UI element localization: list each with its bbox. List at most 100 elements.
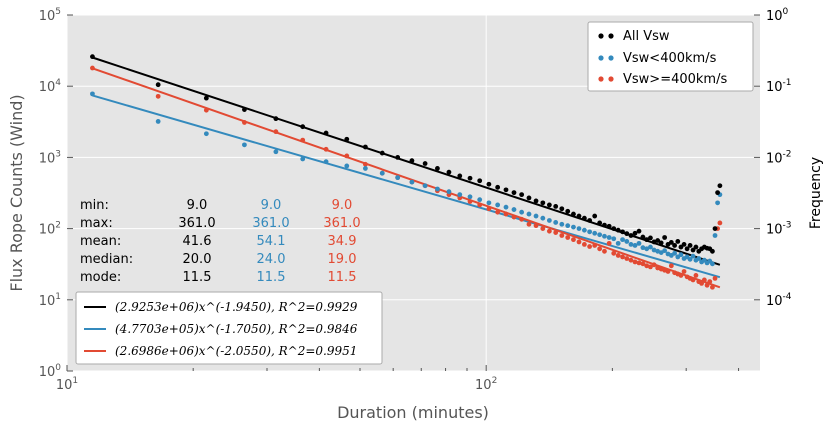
point-all [597, 220, 603, 226]
point-all [395, 155, 401, 160]
point-all [690, 247, 696, 253]
point-all [511, 190, 517, 196]
point-all [379, 150, 385, 156]
point-high [717, 220, 723, 226]
point-low [712, 233, 718, 238]
point-high [581, 241, 587, 247]
point-low [300, 156, 306, 162]
point-high [592, 243, 598, 248]
y2-axis-label: Frequency [808, 157, 824, 229]
point-all [684, 246, 690, 252]
point-all [553, 204, 559, 209]
point-low [155, 119, 161, 124]
point-high [323, 146, 329, 152]
point-all [457, 173, 463, 179]
point-high [526, 221, 532, 227]
point-low [615, 240, 621, 246]
point-high [615, 253, 621, 258]
stats-value-low: 11.5 [257, 270, 286, 285]
point-all [587, 218, 593, 223]
point-low [559, 221, 565, 227]
y-axis-label: Flux Rope Counts (Wind) [7, 94, 26, 291]
point-all [644, 237, 650, 243]
stats-value-low: 9.0 [261, 198, 282, 213]
point-low [624, 239, 630, 244]
point-low [620, 237, 625, 243]
stats-value-high: 9.0 [332, 198, 353, 213]
point-low [533, 213, 539, 219]
point-low [662, 248, 668, 254]
stats-value-all: 9.0 [187, 198, 208, 213]
point-all [422, 161, 428, 166]
point-low [592, 230, 598, 236]
point-all [606, 223, 612, 229]
point-high [681, 269, 687, 274]
point-high [628, 257, 634, 263]
point-low [678, 252, 684, 258]
point-high [519, 216, 525, 222]
point-high [644, 263, 650, 269]
legend-label-all: All Vsw [623, 29, 670, 44]
point-high [620, 254, 625, 260]
point-all [90, 54, 95, 60]
point-all [668, 239, 674, 245]
y-tick-label: 101 [39, 292, 61, 309]
point-all [628, 233, 634, 238]
stats-value-low: 54.1 [257, 234, 286, 249]
point-high [693, 273, 699, 278]
point-high [242, 120, 247, 125]
point-all [273, 116, 279, 122]
point-all [624, 231, 630, 237]
point-all [640, 234, 646, 240]
point-all [687, 243, 693, 248]
fit-line-low [92, 94, 721, 279]
point-low [526, 211, 532, 217]
legend-label-low: Vsw<400km/s [623, 51, 717, 66]
y-tick-label: 105 [39, 7, 61, 24]
point-high [704, 282, 710, 288]
point-high [701, 277, 707, 283]
point-low [540, 215, 546, 221]
point-low [242, 142, 247, 148]
stats-row-label: median: [80, 252, 133, 267]
point-low [715, 200, 720, 206]
y2-tick-label: 10-3 [766, 221, 792, 238]
point-all [592, 213, 598, 219]
point-high [155, 93, 161, 99]
point-all [435, 166, 440, 171]
point-low [696, 256, 702, 261]
stats-value-low: 361.0 [252, 216, 289, 231]
point-high [90, 65, 95, 71]
point-high [636, 260, 642, 266]
point-high [273, 129, 279, 135]
point-high [553, 230, 559, 235]
point-high [710, 284, 715, 290]
legend-marker-high [608, 76, 614, 82]
point-low [323, 159, 329, 165]
point-all [672, 243, 677, 248]
point-high [712, 275, 718, 281]
point-all [712, 226, 718, 232]
point-low [565, 223, 571, 229]
point-all [526, 195, 532, 201]
stats-value-high: 34.9 [328, 234, 357, 249]
point-high [467, 199, 473, 204]
point-all [655, 238, 661, 243]
point-all [409, 158, 415, 164]
stats-value-high: 11.5 [328, 270, 357, 285]
scatter-points [90, 54, 723, 290]
point-low [672, 250, 677, 256]
point-high [344, 153, 350, 159]
point-all [155, 82, 161, 88]
stats-value-low: 24.0 [257, 252, 286, 267]
point-low [687, 256, 693, 262]
fit-legend: (2.9253e+06)x^(-1.9450), R^2=0.9929 (4.7… [75, 291, 383, 365]
point-low [486, 200, 492, 206]
stats-value-high: 361.0 [323, 216, 360, 231]
stats-table: min: 9.0 9.0 9.0 max: 361.0 361.0 361.0 mean: 41.… [80, 198, 361, 285]
point-high [571, 237, 576, 243]
point-low [457, 192, 463, 198]
point-all [477, 178, 483, 184]
point-low [495, 202, 501, 208]
point-low [690, 253, 696, 259]
